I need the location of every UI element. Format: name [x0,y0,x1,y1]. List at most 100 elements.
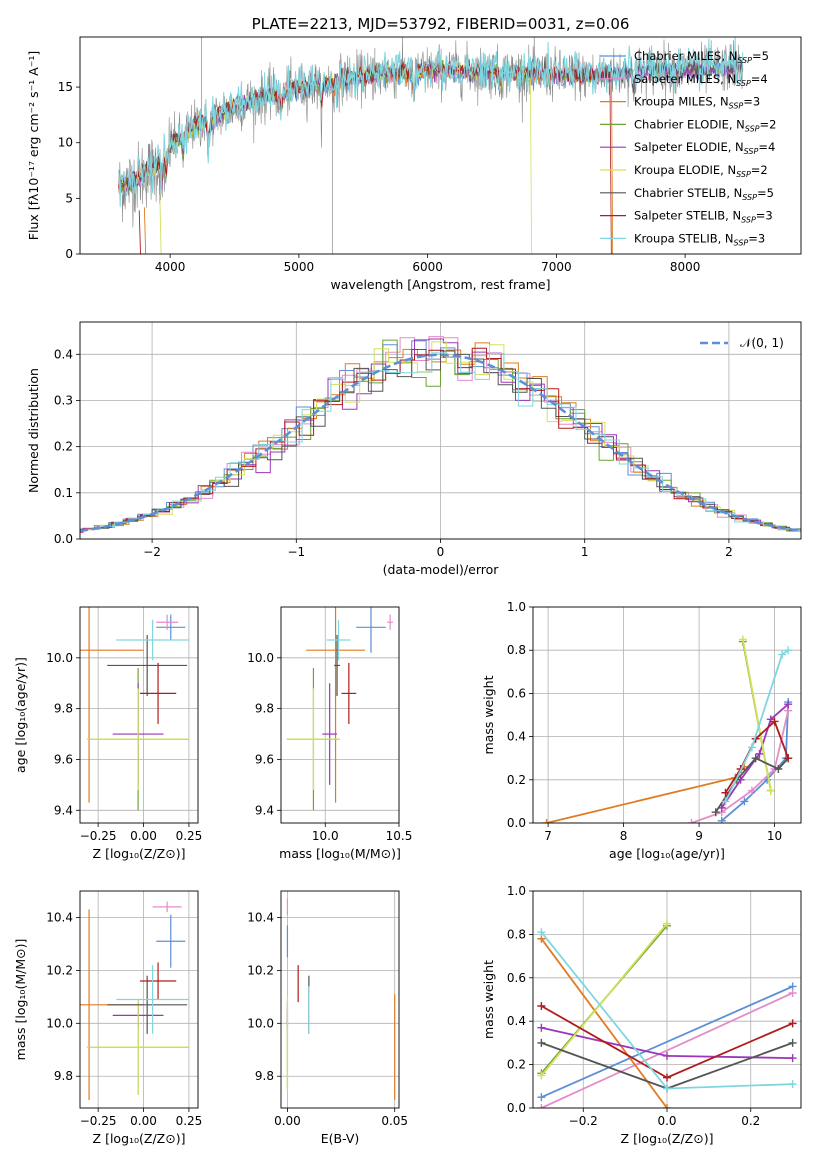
y-tick-label: 0.4 [507,1014,526,1028]
legend-entry: Chabrier ELODIE, NSSP=2 [634,117,776,133]
y-tick-label: 10.4 [46,910,73,924]
plot-area [286,607,394,811]
legend-label: Kroupa MILES, N [634,95,729,109]
x-tick-label: 10.0 [312,829,339,843]
weight-marker [717,816,726,823]
model-drop [159,194,162,254]
y-axis-label: mass weight [481,675,496,754]
y-axis-label: age [log₁₀(age/yr)] [13,657,28,773]
x-tick-label: 0 [437,545,445,559]
x-axis-label: Z [log₁₀(Z/Z⊙)] [621,1131,714,1146]
weight-line-chabrier_miles [541,985,793,1099]
weight-marker [537,928,546,937]
x-tick-label: 0.00 [130,829,157,843]
weight-marker [721,797,730,806]
x-tick-label: 0.00 [130,1114,157,1128]
y-axis-label: Flux [fλ10⁻¹⁷ erg cm⁻² s⁻¹ A⁻¹] [26,51,41,240]
weight-marker [747,786,756,795]
axes-frame [532,606,802,824]
weight-line-kroupa_elodie [742,639,772,791]
y-tick-label: 10.0 [46,1016,73,1030]
panel-4: 7 8 9 10 0.0 0.2 0.4 0.6 0.8 1.0 age [log₁₀(age/yr… [481,600,802,861]
legend-sub: SSP [736,170,751,179]
y-tick-label: 0.3 [54,393,73,407]
x-tick-label: 0.0 [657,1114,676,1128]
x-tick-label: 2 [725,545,733,559]
model-spectrum-kroupa_stelib [118,37,744,207]
x-tick-label: 8000 [670,260,701,274]
weight-marker [537,1104,546,1108]
weight-marker [663,1073,671,1082]
y-tick-label: 0.2 [507,1058,526,1072]
legend-entry: Chabrier STELIB, NSSP=5 [634,186,774,202]
axes-frame [79,36,802,255]
y-axis-label: mass [log₁₀(M/M⊙)] [13,939,28,1061]
x-axis-label: Z [log₁₀(Z/Z⊙)] [93,846,186,861]
legend-sub: SSP [734,238,749,247]
y-axis-label: mass weight [481,960,496,1039]
panel-1: −2 −1 0 1 2 0.0 0.1 0.2 0.3 0.4 (data-model)/error… [26,321,802,577]
legend-tail: =3 [743,95,760,109]
x-tick-label: 10.5 [386,829,413,843]
legend-entry: Chabrier MILES, NSSP=5 [634,49,769,65]
weight-marker [766,786,775,795]
model-drop [138,210,141,254]
weight-line-kroupa_elodie [540,922,668,1077]
x-tick-label: 0.25 [176,1114,203,1128]
legend-label: Chabrier ELODIE, N [634,117,745,131]
x-tick-label: −0.2 [569,1114,598,1128]
y-tick-label: 0.6 [507,971,526,985]
x-tick-label: 5000 [284,260,315,274]
legend-sub: SSP [745,124,760,133]
weight-marker [687,819,696,823]
y-tick-label: 0.2 [54,440,73,454]
weight-marker [537,1071,546,1080]
y-axis-label: Normed distribution [26,368,41,493]
y-tick-label: 1.0 [507,600,526,614]
axes-frame [280,890,400,1109]
x-tick-label: 0.05 [381,1114,408,1128]
legend-entry: 𝒩(0, 1) [740,336,784,350]
y-tick-label: 0.8 [507,927,526,941]
legend-tail: =3 [748,231,765,245]
x-tick-label: 1 [581,545,589,559]
weight-marker [751,754,760,763]
legend-entry: Salpeter STELIB, NSSP=3 [634,209,773,225]
weight-marker [738,635,747,644]
y-tick-label: 9.8 [255,1069,274,1083]
legend-sub: SSP [741,216,756,225]
weight-line-chabrier_stelib [714,757,789,813]
legend-sub: SSP [737,56,752,65]
weight-marker [537,1093,546,1102]
y-tick-label: 9.8 [54,1069,73,1083]
x-axis-label: mass [log₁₀(M/M⊙)] [279,846,401,861]
y-tick-label: 15 [58,80,73,94]
model-drop [143,207,147,254]
y-tick-label: 10.0 [46,651,73,665]
weight-marker [788,1038,797,1047]
legend-entry: Kroupa ELODIE, NSSP=2 [634,163,768,179]
y-tick-label: 10 [58,136,73,150]
weight-marker [788,1019,797,1028]
y-tick-label: 0.0 [54,532,73,546]
weight-line-kroupa_miles [540,938,668,1108]
plot-area [80,607,189,811]
y-tick-label: 1.0 [507,884,526,898]
axes-frame [280,606,400,824]
legend-entry: Kroupa MILES, NSSP=3 [634,95,760,111]
normal-curve [80,353,801,533]
y-tick-label: 0.6 [507,686,526,700]
x-tick-label: 0.2 [741,1114,760,1128]
weight-marker [778,650,787,659]
x-axis-label: Z [log₁₀(Z/Z⊙)] [93,1131,186,1146]
plot-area [80,901,189,1101]
y-tick-label: 0.1 [54,486,73,500]
y-tick-label: 10.2 [46,963,73,977]
legend-entry: Salpeter MILES, NSSP=4 [634,72,768,88]
legend-label: Salpeter MILES, N [634,72,736,86]
y-tick-label: 9.8 [54,702,73,716]
x-tick-label: 8 [620,829,628,843]
weight-line-kroupa_stelib [724,649,789,802]
weight-marker [784,646,793,655]
y-tick-label: 0.0 [507,1101,526,1115]
